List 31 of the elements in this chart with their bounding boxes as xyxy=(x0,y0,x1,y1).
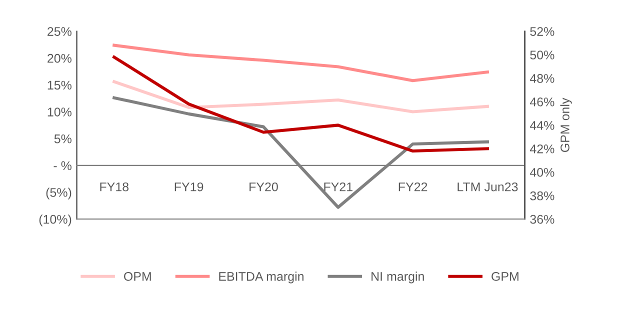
x-tick-label: LTM Jun23 xyxy=(458,182,518,192)
x-tick-label: FY20 xyxy=(250,182,278,192)
y2-axis-title: GPM only xyxy=(560,98,572,152)
x-tick-label: FY22 xyxy=(398,182,428,192)
y2-tick-label: 40% xyxy=(530,168,554,177)
y2-tick-label: 48% xyxy=(530,74,554,83)
y-tick-label: (10%) xyxy=(39,214,72,226)
y-tick-label: (5%) xyxy=(46,188,72,200)
y-tick-label: 25% xyxy=(48,27,72,36)
x-tick-label: FY19 xyxy=(174,182,204,192)
y2-tick-label: 52% xyxy=(530,27,554,36)
y2-tick-label: 36% xyxy=(530,214,554,224)
line-series xyxy=(112,56,489,153)
y2-tick-label: 46% xyxy=(530,98,554,106)
line-series xyxy=(112,44,489,82)
x-tick-label: FY21 xyxy=(324,182,352,192)
y-tick-label: - % xyxy=(54,161,72,170)
legend-label: OPM xyxy=(124,272,151,281)
y2-tick-label: 50% xyxy=(530,50,554,60)
y2-tick-label: 44% xyxy=(530,121,554,130)
y-tick-label: 15% xyxy=(48,80,72,90)
x-tick-label: FY18 xyxy=(100,182,129,192)
line-series xyxy=(112,80,489,114)
y-tick-label: 10% xyxy=(48,108,72,116)
y2-tick-label: 42% xyxy=(530,144,554,154)
y2-tick-label: 38% xyxy=(530,191,554,200)
legend-label: NI margin xyxy=(372,272,424,284)
legend-label: EBITDA margin xyxy=(219,272,304,284)
y-tick-label: 20% xyxy=(48,54,72,63)
legend-label: GPM xyxy=(492,272,518,281)
y-tick-label: 5% xyxy=(54,134,72,144)
